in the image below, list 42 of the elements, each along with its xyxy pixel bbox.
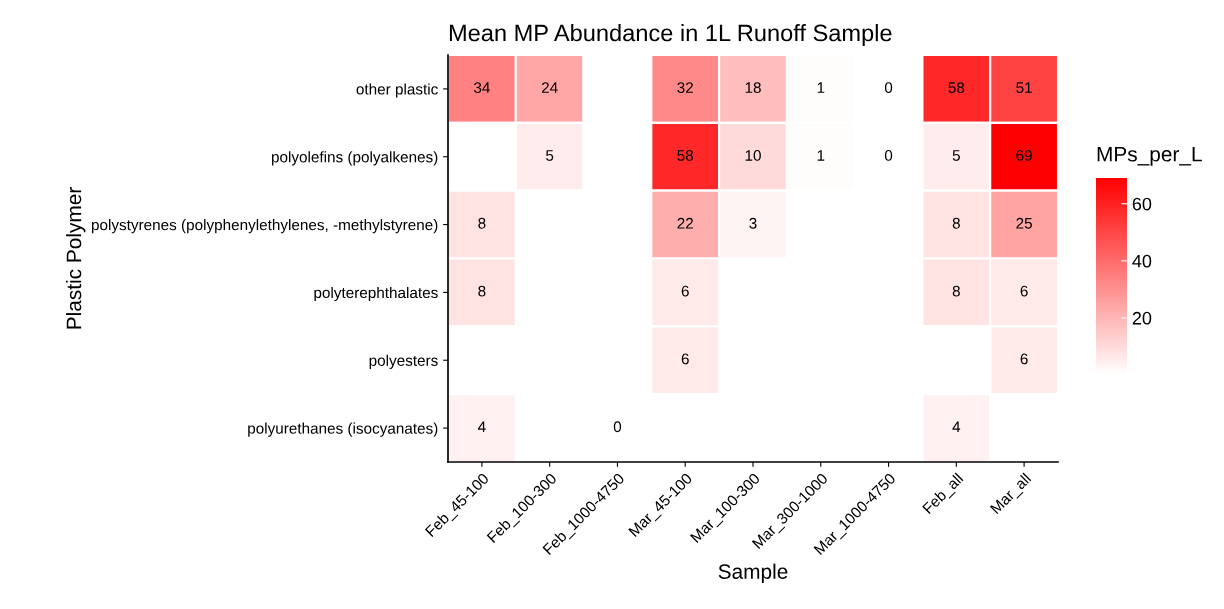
data-label: 51 — [1016, 82, 1032, 94]
data-label: 6 — [681, 285, 689, 297]
data-label: 18 — [745, 82, 761, 94]
data-label: 6 — [1020, 285, 1028, 297]
color-bar-label: 60 — [1132, 197, 1152, 211]
data-label: 5 — [546, 150, 554, 161]
data-label: 8 — [478, 285, 486, 297]
data-label: 1 — [817, 82, 825, 93]
data-label: 32 — [677, 82, 693, 94]
chart-title: Mean MP Abundance in 1L Runoff Sample — [449, 24, 892, 47]
color-bar-label: 40 — [1132, 254, 1152, 268]
y-tick-label: polyolefins (polyalkenes) — [271, 151, 438, 166]
data-label: 0 — [884, 82, 893, 94]
data-label: 22 — [677, 217, 693, 229]
data-label: 0 — [884, 150, 893, 161]
data-label: 4 — [477, 421, 486, 433]
data-label: 58 — [948, 82, 965, 94]
data-label: 25 — [1016, 217, 1032, 229]
data-label: 6 — [1020, 353, 1028, 365]
data-label: 6 — [681, 353, 689, 365]
data-label: 3 — [749, 217, 757, 229]
y-axis-title: Plastic Polymer — [66, 187, 86, 329]
data-label: 24 — [541, 82, 558, 93]
data-label: 5 — [952, 150, 960, 161]
data-label: 58 — [677, 150, 694, 161]
y-tick-label: other plastic — [356, 83, 438, 98]
data-label: 8 — [478, 217, 486, 229]
data-label: 0 — [613, 421, 622, 433]
x-axis-title: Sample — [718, 563, 788, 584]
color-bar-title: MPs_per_L — [1097, 147, 1202, 166]
y-tick-label: polyurethanes (isocyanates) — [248, 422, 438, 437]
data-label: 1 — [817, 150, 825, 161]
data-label: 10 — [745, 150, 761, 161]
data-label: 8 — [952, 285, 960, 297]
data-label: 69 — [1016, 150, 1032, 161]
y-tick-label: polyesters — [369, 354, 438, 369]
y-tick-label: polystyrenes (polyphenylethylenes, -methylstyrene) — [91, 219, 438, 234]
data-label: 4 — [952, 421, 961, 433]
color-bar-label: 20 — [1132, 311, 1152, 325]
data-label: 8 — [952, 217, 960, 229]
data-label: 34 — [473, 82, 490, 94]
y-tick-label: polyterephthalates — [314, 286, 438, 302]
